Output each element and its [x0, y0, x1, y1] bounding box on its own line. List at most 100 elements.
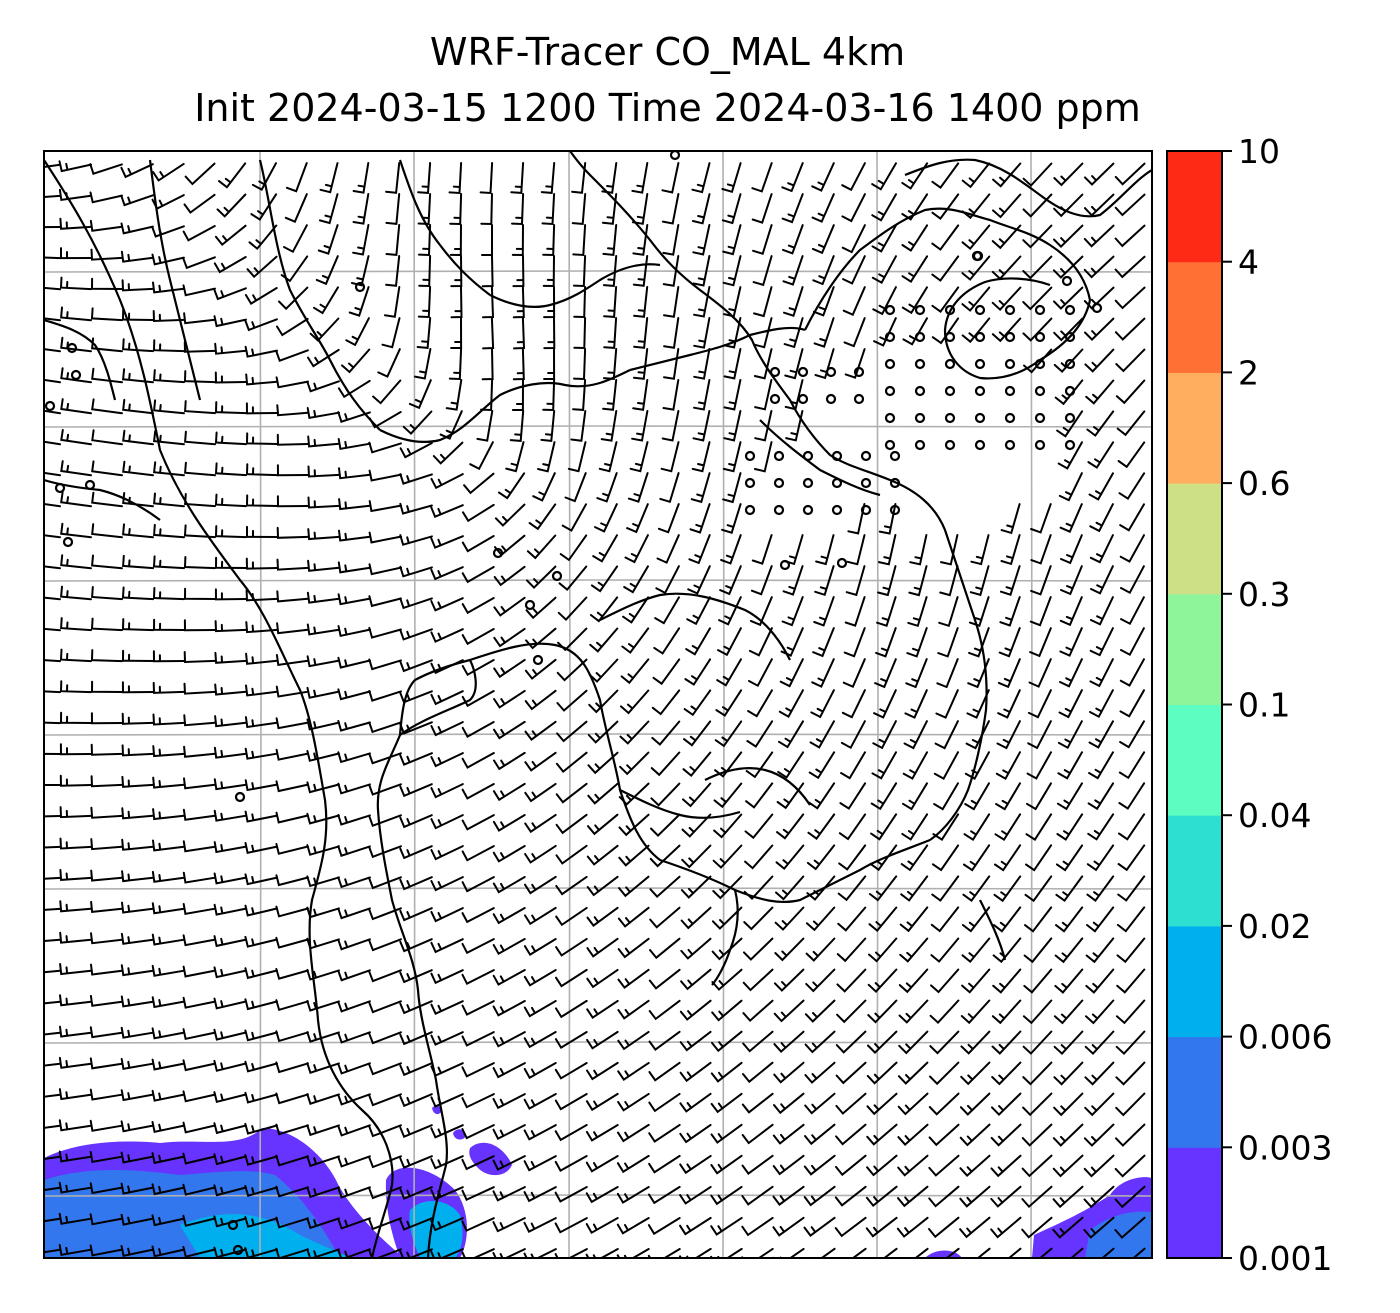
wind-barb [244, 1029, 278, 1042]
wind-barb [1027, 689, 1052, 719]
wind-barb [523, 1000, 557, 1018]
wind-barb [1000, 565, 1021, 596]
wind-barb [655, 565, 680, 595]
wind-barb [244, 1216, 278, 1228]
wind-barb [463, 472, 495, 495]
wind-barb [839, 782, 867, 810]
wind-barb [306, 623, 340, 636]
wind-barb [306, 1062, 340, 1074]
wind-barb [1060, 534, 1083, 565]
calm-wind-marker [1064, 385, 1076, 397]
wind-barb [58, 1056, 92, 1069]
wind-barb [835, 1092, 867, 1115]
wind-barb [1086, 875, 1115, 903]
wind-barb [570, 410, 587, 442]
calm-wind-marker [1004, 331, 1016, 343]
wind-barb [1022, 224, 1053, 249]
wind-barb [716, 658, 742, 687]
wind-barb [182, 965, 216, 978]
wind-barb [661, 193, 680, 225]
wind-barb [58, 1181, 92, 1194]
wind-barb [151, 996, 185, 1009]
wind-barb [152, 618, 185, 631]
calm-wind-marker [1004, 358, 1016, 370]
wind-barb [430, 1031, 464, 1046]
wind-barb [377, 348, 401, 378]
wind-barb [1029, 596, 1052, 627]
wind-barb [721, 193, 742, 225]
wind-barb [120, 964, 154, 977]
coastline [376, 734, 448, 1258]
wind-barb [1023, 937, 1053, 964]
wind-barb [843, 317, 866, 348]
wind-barb [812, 286, 835, 317]
wind-barb [751, 162, 773, 193]
wind-barb [679, 1216, 712, 1236]
meridian-gridline [259, 151, 262, 1258]
calm-wind-marker [884, 439, 896, 451]
wind-barb [992, 193, 1022, 219]
colorbar-tick-label: 0.04 [1238, 796, 1311, 835]
wind-barb [350, 255, 370, 287]
wind-barb [399, 1031, 433, 1046]
wind-barb [777, 751, 805, 779]
wind-barb [244, 842, 278, 854]
wind-barb [498, 472, 526, 500]
wind-barb [710, 1123, 743, 1144]
wind-barb [772, 1247, 805, 1258]
wind-barb [449, 224, 462, 257]
wind-barb [753, 317, 773, 349]
wind-barb [44, 1093, 61, 1098]
wind-barb [1022, 162, 1053, 187]
wind-barb [90, 743, 123, 756]
calm-wind-marker [773, 504, 785, 516]
wind-barb [1085, 379, 1115, 405]
wind-barb [900, 844, 929, 872]
wind-barb [368, 1124, 402, 1138]
wind-barb [245, 652, 278, 665]
wind-barb [587, 720, 619, 744]
wind-barb [753, 441, 773, 473]
wind-barb [679, 1154, 712, 1175]
wind-barb [526, 565, 557, 590]
wind-barb [1030, 565, 1052, 596]
wind-barb [554, 1062, 588, 1080]
colorbar-tick-label: 10 [1238, 132, 1280, 171]
wind-barb [617, 1030, 650, 1051]
wind-barb [461, 1155, 495, 1171]
wind-barb [44, 1186, 61, 1192]
wind-barb [399, 690, 433, 704]
chart-title-line-1: WRF-Tracer CO_MAL 4km [429, 30, 906, 74]
calm-wind-marker [889, 504, 901, 516]
wind-barb [90, 900, 123, 913]
calm-wind-marker [914, 331, 926, 343]
wind-barb [1021, 1185, 1053, 1209]
wind-barb [555, 999, 588, 1019]
calm-wind-marker [802, 477, 814, 489]
wind-barb [368, 1062, 402, 1076]
wind-barb [1059, 658, 1083, 688]
wind-barb [871, 193, 897, 222]
wind-barb [338, 529, 371, 542]
wind-barb [307, 559, 340, 572]
wind-barb [214, 651, 247, 664]
wind-barb [631, 162, 649, 194]
wind-barb [961, 286, 991, 312]
wind-barb [772, 1123, 805, 1145]
wind-barb [58, 1150, 92, 1163]
wind-barb [90, 712, 123, 725]
wind-barb [368, 1186, 402, 1200]
wind-barb [244, 287, 278, 305]
wind-barb [991, 1061, 1022, 1086]
wind-barb [416, 317, 432, 349]
wind-barb [679, 1092, 712, 1113]
wind-barb [44, 1000, 61, 1005]
wind-barb [183, 556, 216, 570]
wind-barb [492, 782, 526, 802]
wind-barb [866, 1154, 898, 1177]
wind-barb [399, 473, 433, 485]
wind-barb [1028, 658, 1052, 688]
wind-barb [633, 317, 649, 349]
wind-barb [1114, 1154, 1146, 1178]
colorbar-tick-label: 2 [1238, 353, 1259, 392]
